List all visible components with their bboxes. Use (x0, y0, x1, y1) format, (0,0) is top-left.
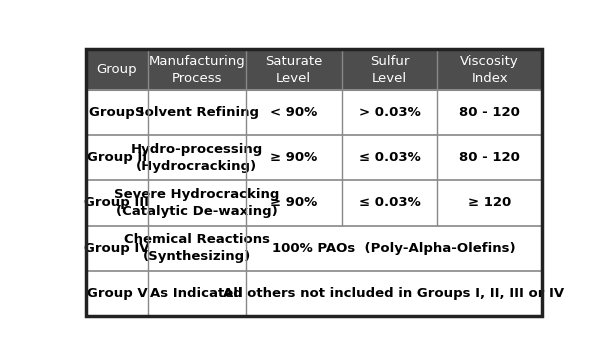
Text: Group V: Group V (86, 287, 147, 300)
Bar (341, 180, 437, 226)
Bar (437, 180, 542, 226)
Text: 100% PAOs  (Poly-Alpha-Olefins): 100% PAOs (Poly-Alpha-Olefins) (272, 242, 516, 255)
Bar (86, 90, 148, 135)
Bar (437, 49, 542, 90)
Bar (148, 90, 246, 135)
Bar (148, 226, 246, 271)
Bar (341, 49, 437, 90)
Text: ≥ 120: ≥ 120 (468, 196, 511, 209)
Text: Solvent Refining: Solvent Refining (135, 106, 259, 119)
Bar (341, 90, 437, 135)
Text: Group I: Group I (89, 106, 145, 119)
Text: ≥ 90%: ≥ 90% (270, 151, 318, 164)
Text: Group III: Group III (85, 196, 150, 209)
Text: 80 - 120: 80 - 120 (459, 106, 520, 119)
Bar (86, 226, 148, 271)
Text: Group: Group (97, 63, 137, 76)
Bar (86, 180, 148, 226)
Bar (148, 135, 246, 180)
Text: ≤ 0.03%: ≤ 0.03% (359, 196, 421, 209)
Text: > 0.03%: > 0.03% (359, 106, 421, 119)
Text: Severe Hydrocracking
(Catalytic De-waxing): Severe Hydrocracking (Catalytic De-waxin… (114, 188, 280, 218)
Bar (86, 135, 148, 180)
Text: Sulfur
Level: Sulfur Level (370, 55, 409, 84)
Text: All others not included in Groups I, II, III or IV: All others not included in Groups I, II,… (223, 287, 565, 300)
Text: Viscosity
Index: Viscosity Index (460, 55, 519, 84)
Text: ≤ 0.03%: ≤ 0.03% (359, 151, 421, 164)
Bar (246, 49, 341, 90)
Text: Group II: Group II (87, 151, 147, 164)
Bar (86, 49, 148, 90)
Bar (246, 271, 543, 316)
Bar (437, 135, 542, 180)
Text: ≥ 90%: ≥ 90% (270, 196, 318, 209)
Bar (246, 226, 543, 271)
Text: Chemical Reactions
(Synthesizing): Chemical Reactions (Synthesizing) (124, 233, 270, 263)
Bar (341, 135, 437, 180)
Bar (246, 135, 341, 180)
Bar (148, 271, 246, 316)
Text: 80 - 120: 80 - 120 (459, 151, 520, 164)
Text: Hydro-processing
(Hydrocracking): Hydro-processing (Hydrocracking) (131, 143, 263, 173)
Bar (148, 49, 246, 90)
Bar (86, 271, 148, 316)
Bar (437, 90, 542, 135)
Text: Manufacturing
Process: Manufacturing Process (148, 55, 245, 84)
Bar (148, 180, 246, 226)
Text: Group IV: Group IV (84, 242, 150, 255)
Text: As Indicated: As Indicated (150, 287, 243, 300)
Bar (246, 180, 341, 226)
Bar (246, 90, 341, 135)
Text: < 90%: < 90% (270, 106, 318, 119)
Text: Saturate
Level: Saturate Level (265, 55, 322, 84)
